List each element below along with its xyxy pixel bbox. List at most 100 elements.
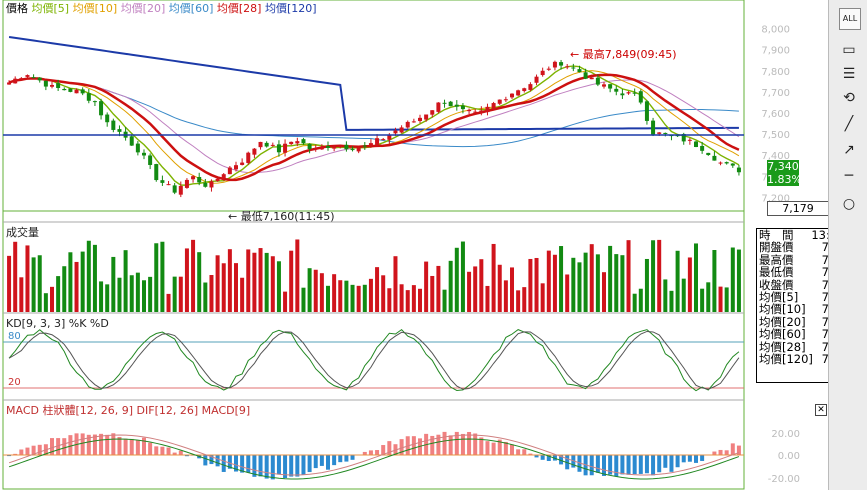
volume-bar — [552, 254, 557, 312]
volume-bar — [135, 272, 140, 312]
macd-histogram-bar — [142, 437, 146, 455]
macd-histogram-bar — [221, 455, 226, 472]
macd-histogram-bar — [375, 450, 380, 455]
cursor-price-tag: 7,179 — [767, 201, 829, 216]
macd-axis-label: 0.00 — [778, 451, 800, 462]
volume-bar — [724, 287, 729, 312]
candle-body — [565, 66, 570, 68]
kd-80-label: 80 — [8, 331, 21, 342]
arrow-icon[interactable]: ↗ — [843, 142, 855, 158]
macd-histogram-bar — [442, 431, 447, 455]
volume-bar — [620, 255, 625, 312]
macd-histogram-bar — [368, 450, 373, 455]
candle-body — [595, 77, 600, 85]
volume-bar — [485, 285, 490, 312]
candle-body — [203, 182, 208, 187]
legend-ma28: 均價[28] — [216, 2, 262, 15]
info-key: 收盤價 — [759, 277, 794, 292]
macd-histogram-bar — [338, 455, 343, 463]
candle-body — [730, 163, 735, 166]
candle-body — [651, 120, 656, 135]
volume-bar — [37, 255, 42, 312]
info-key: 均價[10] — [759, 302, 806, 317]
close-icon[interactable]: ✕ — [815, 404, 827, 416]
macd-histogram-bar — [595, 455, 600, 473]
volume-bar — [681, 278, 686, 312]
macd-histogram-bar — [362, 451, 367, 455]
volume-bar — [74, 261, 79, 312]
volume-bar — [602, 272, 606, 312]
volume-bar — [203, 282, 208, 312]
candle-body — [442, 102, 447, 104]
volume-bar — [565, 274, 570, 312]
candle-body — [264, 142, 269, 147]
macd-histogram-bar — [669, 455, 674, 472]
candle-body — [491, 103, 496, 109]
volume-bar — [80, 251, 85, 312]
volume-bar — [387, 288, 392, 312]
volume-bar — [105, 284, 110, 312]
line-icon[interactable]: ╱ — [844, 116, 854, 132]
candle-body — [240, 162, 245, 165]
macd-histogram-bar — [301, 455, 306, 475]
macd-histogram-bar — [227, 455, 232, 469]
candle-body — [620, 93, 625, 96]
volume-bar — [479, 259, 484, 312]
info-key: 最高價 — [759, 252, 794, 267]
volume-bar — [522, 287, 527, 312]
volume-bar — [313, 269, 318, 312]
circle-icon[interactable]: ○ — [842, 196, 856, 212]
macd-histogram-bar — [7, 455, 12, 457]
candle-body — [295, 141, 300, 144]
candle-body — [700, 145, 705, 151]
candle-body — [540, 70, 545, 76]
volume-bar — [375, 267, 380, 312]
candle-body — [405, 121, 410, 128]
volume-bar — [467, 271, 472, 312]
drawing-toolbar: ALL ▭ ☰ ⟲ ╱ ↗ ─ ○ — [828, 0, 867, 490]
macd-histogram-bar — [111, 433, 116, 455]
volume-bar — [301, 287, 306, 312]
macd-panel-title: MACD 柱狀體[12, 26, 9] DIF[12, 26] MACD[9] — [6, 404, 251, 417]
macd-histogram-bar — [313, 455, 318, 469]
all-icon[interactable]: ALL — [839, 8, 861, 30]
price-title: 價格 — [6, 2, 28, 15]
volume-bar — [571, 257, 576, 312]
macd-histogram-bar — [166, 447, 171, 455]
volume-bar — [589, 244, 594, 312]
info-key: 時 間 — [759, 228, 794, 242]
candle-body — [184, 179, 189, 188]
macd-histogram-bar — [86, 434, 91, 455]
volume-bar — [644, 258, 649, 312]
candle-body — [319, 146, 324, 150]
volume-bar — [19, 277, 24, 312]
volume-bar — [405, 290, 410, 312]
hline-icon[interactable]: ─ — [844, 168, 854, 184]
macd-histogram-bar — [350, 455, 355, 460]
candle-body — [80, 89, 85, 94]
toggle-icon[interactable]: ▭ — [842, 42, 856, 58]
candle-body — [375, 138, 380, 145]
macd-histogram-bar — [344, 455, 349, 462]
menu-icon[interactable]: ☰ — [842, 66, 856, 82]
candle-body — [608, 84, 613, 89]
macd-histogram-bar — [540, 455, 545, 460]
macd-histogram-bar — [270, 455, 275, 480]
candle-body — [399, 127, 404, 133]
sync-icon[interactable]: ⟲ — [843, 90, 855, 106]
macd-histogram-bar — [491, 442, 496, 455]
volume-bar — [583, 252, 588, 312]
volume-bar — [663, 279, 668, 312]
candle-body — [430, 110, 435, 115]
candle-body — [197, 176, 202, 183]
macd-histogram-bar — [510, 444, 514, 455]
macd-histogram-bar — [62, 438, 67, 455]
volume-bar — [632, 293, 637, 312]
macd-axis-label: 20.00 — [771, 429, 800, 440]
volume-bar — [50, 286, 54, 312]
volume-bar — [270, 256, 275, 312]
macd-histogram-bar — [117, 436, 122, 455]
volume-bar — [559, 246, 564, 312]
macd-histogram-bar — [50, 438, 54, 455]
